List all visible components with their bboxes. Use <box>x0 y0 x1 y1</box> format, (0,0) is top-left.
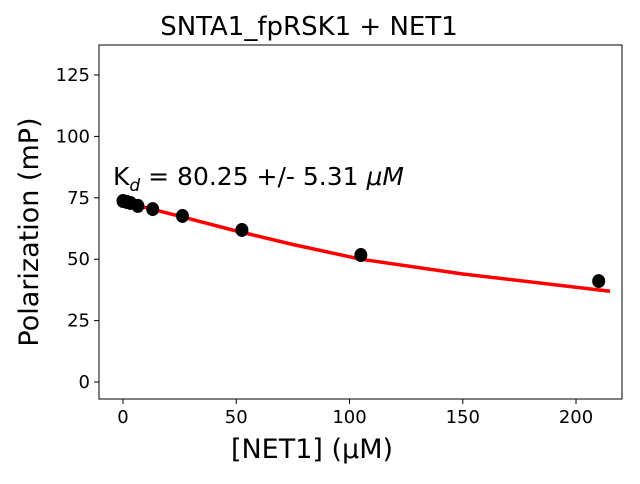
y-tick-label: 100 <box>56 126 90 147</box>
x-tick-label: 0 <box>117 407 128 428</box>
annotation-kd: Kd = 80.25 +/- 5.31 μM <box>113 162 404 196</box>
y-tick-label: 75 <box>67 188 90 209</box>
data-point <box>131 198 145 213</box>
chart-title: SNTA1_fpRSK1 + NET1 <box>160 12 458 42</box>
data-point <box>354 248 368 263</box>
plot-frame <box>98 44 623 400</box>
fit-curve <box>122 200 611 293</box>
y-tick-label: 0 <box>79 372 90 393</box>
y-tick-label: 50 <box>67 249 90 270</box>
data-point <box>235 222 249 237</box>
x-tick-label: 50 <box>225 407 248 428</box>
x-tick-label: 150 <box>446 407 480 428</box>
x-tick-label: 200 <box>559 407 593 428</box>
y-tick-label: 125 <box>56 65 90 86</box>
data-point <box>146 202 160 217</box>
y-tick-label: 25 <box>67 311 90 332</box>
x-tick-label: 100 <box>332 407 366 428</box>
data-point <box>175 208 189 223</box>
x-axis-label: [NET1] (μM) <box>231 434 393 465</box>
data-point <box>592 274 606 289</box>
y-axis-label: Polarization (mP) <box>14 117 45 346</box>
